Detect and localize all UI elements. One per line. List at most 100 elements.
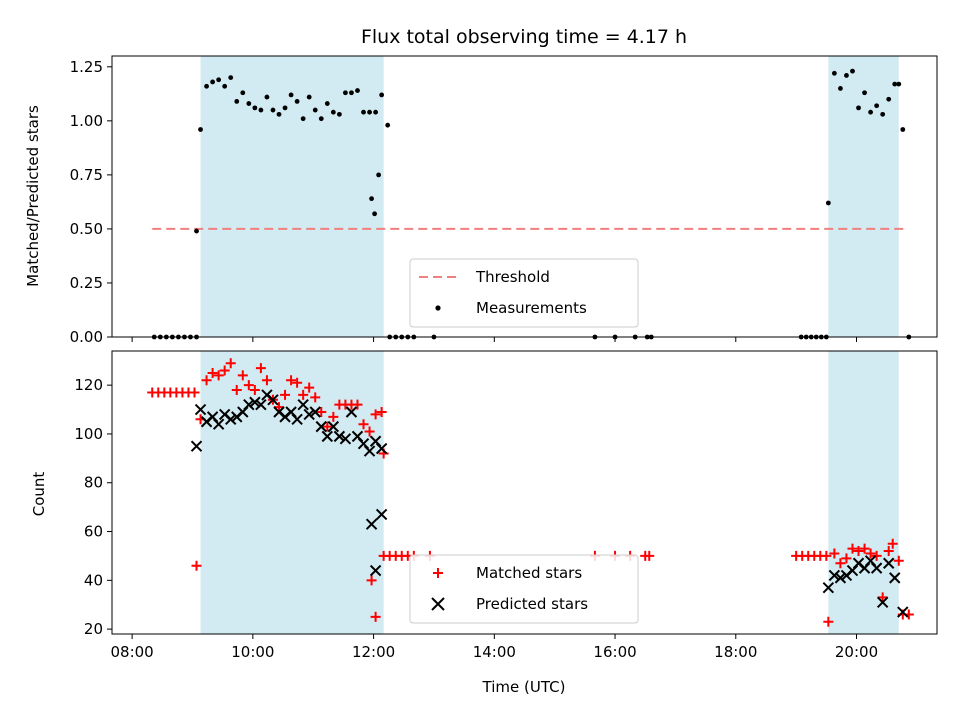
matched-point-25 — [292, 377, 303, 388]
measurement-point-71 — [886, 96, 892, 102]
highlight-span-1-0 — [200, 351, 384, 634]
y-tick-label-1-5: 120 — [74, 376, 103, 394]
y-tick-label-1-1: 40 — [84, 571, 103, 589]
measurement-point-17 — [246, 101, 252, 106]
legend-predicted-swatch — [431, 597, 445, 611]
matched-point-54 — [644, 550, 655, 561]
measurement-point-69 — [874, 103, 880, 109]
predicted-point-24 — [333, 430, 346, 443]
matched-point-72 — [887, 538, 898, 549]
matched-point-71 — [883, 546, 894, 557]
predicted-point-32 — [365, 518, 378, 530]
matched-point-18 — [249, 385, 260, 396]
predicted-point-0 — [190, 440, 203, 452]
x-axis-label: Time (UTC) — [482, 678, 566, 696]
measurement-point-65 — [850, 68, 855, 74]
measurement-point-15 — [234, 98, 240, 104]
measurement-point-63 — [838, 86, 843, 91]
matched-point-73 — [893, 555, 904, 566]
measurement-point-35 — [355, 88, 360, 93]
matched-point-8 — [191, 560, 202, 571]
matched-point-10 — [201, 375, 212, 386]
measurement-point-28 — [312, 107, 318, 113]
matched-point-26 — [298, 389, 309, 400]
matched-point-37 — [364, 426, 375, 437]
matched-point-70 — [877, 592, 888, 603]
measurement-point-37 — [367, 109, 372, 115]
predicted-point-25 — [339, 433, 352, 445]
predicted-point-18 — [297, 398, 309, 411]
predicted-point-45 — [882, 557, 895, 569]
legend-label-0-1: Measurements — [476, 299, 587, 317]
matched-point-27 — [304, 382, 315, 393]
y-tick-label-1-4: 100 — [74, 425, 103, 443]
predicted-point-36 — [828, 569, 841, 582]
measurement-point-73 — [896, 81, 902, 87]
predicted-point-33 — [369, 564, 382, 577]
y-tick-label-0-5: 1.25 — [70, 58, 103, 76]
measurement-point-12 — [216, 77, 222, 83]
y-tick-label-0-3: 0.75 — [70, 166, 103, 184]
matched-point-66 — [853, 546, 864, 557]
predicted-point-44 — [876, 596, 889, 608]
matched-point-42 — [370, 611, 381, 622]
matched-point-61 — [823, 616, 834, 627]
measurement-point-9 — [198, 127, 203, 132]
measurement-point-31 — [330, 109, 336, 115]
predicted-point-17 — [291, 413, 303, 426]
predicted-point-10 — [249, 396, 261, 408]
predicted-point-21 — [315, 420, 327, 433]
y-tick-label-0-0: 0.00 — [70, 328, 103, 346]
matched-point-28 — [310, 392, 321, 403]
matched-point-20 — [261, 375, 272, 386]
measurement-point-24 — [288, 92, 294, 98]
measurement-point-42 — [372, 211, 377, 217]
measurement-point-14 — [228, 75, 234, 81]
matched-point-38 — [370, 409, 381, 420]
measurement-point-67 — [862, 90, 867, 96]
highlight-span-1-1 — [828, 351, 899, 634]
predicted-point-6 — [225, 413, 237, 426]
measurement-point-29 — [318, 116, 324, 122]
top-panel: 0.00 0.25 0.50 0.75 1.00 1.25 Threshold Measure… — [70, 55, 938, 346]
predicted-point-4 — [212, 418, 225, 430]
matched-point-62 — [829, 548, 840, 559]
matched-point-23 — [280, 389, 291, 400]
measurement-point-16 — [240, 90, 246, 96]
measurement-point-61 — [825, 200, 831, 206]
matched-point-41 — [366, 575, 377, 586]
y-tick-label-0-4: 1.00 — [70, 112, 103, 130]
matched-point-35 — [352, 399, 363, 410]
matched-point-11 — [207, 367, 218, 378]
measurement-point-41 — [369, 196, 374, 202]
legend-box-0 — [409, 258, 639, 328]
measurement-point-22 — [276, 111, 282, 117]
matched-point-31 — [328, 411, 339, 422]
highlight-span-0-1 — [828, 56, 899, 337]
measurement-point-26 — [300, 116, 306, 122]
matched-point-12 — [213, 370, 224, 381]
predicted-point-20 — [309, 406, 321, 418]
matched-point-39 — [376, 406, 387, 417]
x-tick-label-1: 10:00 — [231, 643, 274, 661]
x-tick-label-2: 12:00 — [352, 643, 395, 661]
predicted-point-47 — [897, 606, 909, 618]
measurement-point-64 — [844, 73, 849, 78]
matched-point-15 — [231, 385, 242, 396]
measurement-point-32 — [336, 111, 342, 117]
highlight-span-0-0 — [200, 56, 384, 337]
matched-point-68 — [865, 548, 876, 559]
measurement-point-34 — [349, 90, 354, 96]
measurement-point-8 — [194, 228, 199, 234]
matched-point-63 — [835, 558, 846, 569]
x-tick-label-4: 16:00 — [593, 643, 636, 661]
x-tick-label-5: 18:00 — [714, 643, 757, 661]
plot-frame-1 — [111, 350, 938, 635]
predicted-point-26 — [345, 406, 358, 418]
matched-point-16 — [237, 370, 248, 381]
predicted-point-9 — [243, 398, 255, 411]
y-tick-label-1-0: 20 — [84, 620, 103, 638]
y-tick-label-1-3: 80 — [84, 474, 103, 492]
measurement-point-74 — [900, 127, 906, 132]
